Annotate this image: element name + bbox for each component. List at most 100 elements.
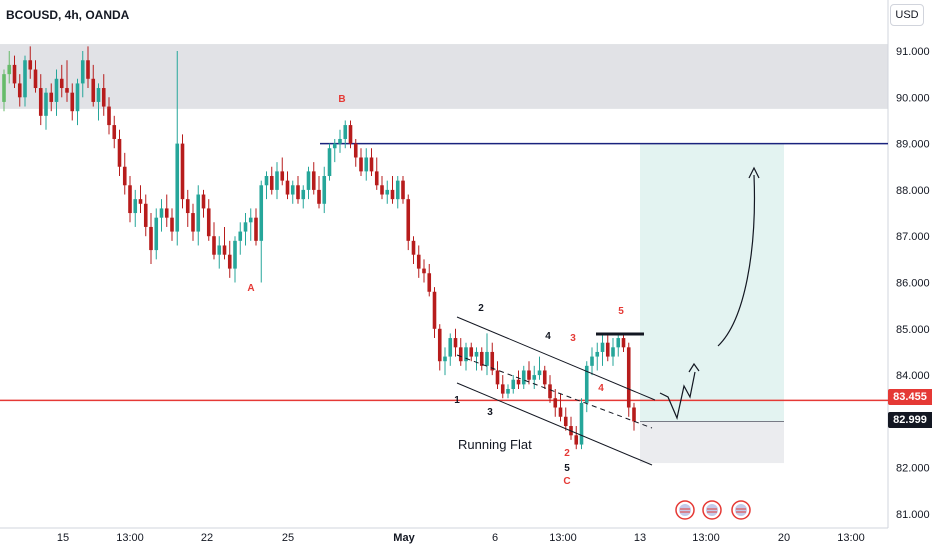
x-tick-label: May — [393, 532, 415, 544]
candle-body — [306, 171, 311, 190]
candle-body — [212, 236, 216, 255]
candle-body — [511, 379, 516, 389]
candle-body — [374, 171, 379, 186]
candle-body — [269, 176, 274, 190]
candle-body — [605, 342, 610, 357]
candle-body — [590, 356, 594, 366]
candle-body — [500, 384, 505, 394]
candle-body — [532, 375, 537, 380]
candle-body — [621, 338, 626, 348]
candle-body — [406, 199, 411, 241]
candle-body — [579, 402, 584, 445]
projection-arrowhead — [688, 362, 700, 373]
candle-body — [401, 180, 405, 200]
candle-body — [49, 92, 54, 102]
candle-body — [506, 388, 510, 394]
candle-body — [191, 213, 195, 232]
candle-body — [611, 347, 615, 357]
candle-body — [7, 64, 12, 75]
zone-2 — [640, 421, 784, 464]
candle-body — [143, 203, 148, 227]
candle-body — [453, 338, 458, 348]
candle-body — [2, 74, 6, 102]
y-tick-label: 90.000 — [896, 92, 930, 104]
candle-body — [264, 176, 269, 186]
candle-body — [600, 342, 605, 352]
candle-body — [86, 60, 90, 79]
candle-body — [23, 60, 27, 98]
candle-body — [553, 398, 558, 408]
candle-body — [180, 143, 185, 200]
y-tick-label: 86.000 — [896, 278, 930, 290]
wave-label-black: 3 — [487, 407, 493, 418]
candle-body — [385, 189, 390, 195]
x-tick-label: 6 — [492, 532, 498, 544]
channel-mid — [456, 354, 653, 429]
candle-body — [369, 157, 374, 172]
candle-body — [348, 125, 353, 144]
candle-body — [464, 347, 468, 362]
wave-label-red: C — [563, 476, 570, 487]
x-tick-label: 22 — [201, 532, 213, 544]
candle-body — [443, 356, 447, 362]
wave-label-red: 3 — [570, 333, 576, 344]
price-tag-last: 82.999 — [888, 412, 932, 428]
y-tick-label: 85.000 — [896, 324, 930, 336]
candle-body — [175, 143, 180, 232]
wave-label-red: 4 — [598, 383, 604, 394]
candle-body — [164, 208, 169, 218]
candle-body — [338, 138, 342, 144]
candle-body — [259, 185, 264, 241]
y-tick-label: 91.000 — [896, 46, 930, 58]
candle-body — [233, 240, 237, 269]
candle-body — [427, 273, 432, 292]
zone-1 — [640, 143, 784, 422]
candle-body — [185, 199, 190, 214]
candle-body — [364, 157, 369, 172]
candle-body — [469, 347, 474, 357]
channel-upper — [456, 316, 656, 401]
candle-body — [479, 351, 484, 366]
y-tick-label: 82.000 — [896, 463, 930, 475]
candle-body — [537, 370, 542, 376]
candle-body — [65, 88, 69, 93]
candle-body — [101, 88, 106, 107]
candle-body — [254, 217, 258, 241]
candle-body — [54, 78, 59, 102]
candle-body — [458, 347, 463, 362]
candle-body — [44, 92, 48, 116]
candle-body — [28, 60, 33, 70]
candle-body — [416, 254, 421, 269]
x-tick-label: 20 — [778, 532, 790, 544]
candle-body — [521, 370, 526, 385]
price-tag-current: 83.455 — [888, 389, 932, 405]
candle-body — [280, 171, 285, 181]
candle-body — [91, 78, 96, 102]
candle-body — [70, 92, 75, 112]
x-tick-label: 25 — [282, 532, 294, 544]
chart-title: BCOUSD, 4h, OANDA — [6, 8, 130, 22]
candle-body — [201, 194, 206, 209]
x-tick-label: 13:00 — [692, 532, 720, 544]
y-tick-label: 81.000 — [896, 509, 930, 521]
currency-button[interactable]: USD — [890, 4, 924, 26]
y-tick-label: 88.000 — [896, 185, 930, 197]
candle-body — [275, 171, 279, 190]
x-tick-label: 13:00 — [549, 532, 577, 544]
candle-body — [343, 125, 348, 139]
candle-body — [574, 435, 579, 445]
target-path — [717, 174, 756, 347]
candle-body — [285, 180, 290, 195]
channel-lower — [456, 382, 653, 466]
candle-body — [59, 78, 64, 89]
candle-body — [149, 226, 153, 251]
candle-body — [327, 148, 332, 177]
candle-body — [80, 60, 85, 84]
event-flag-inner — [735, 504, 747, 516]
candle-body — [117, 138, 122, 167]
x-tick-label: 15 — [57, 532, 69, 544]
y-tick-label: 87.000 — [896, 231, 930, 243]
candle-body — [563, 416, 568, 427]
